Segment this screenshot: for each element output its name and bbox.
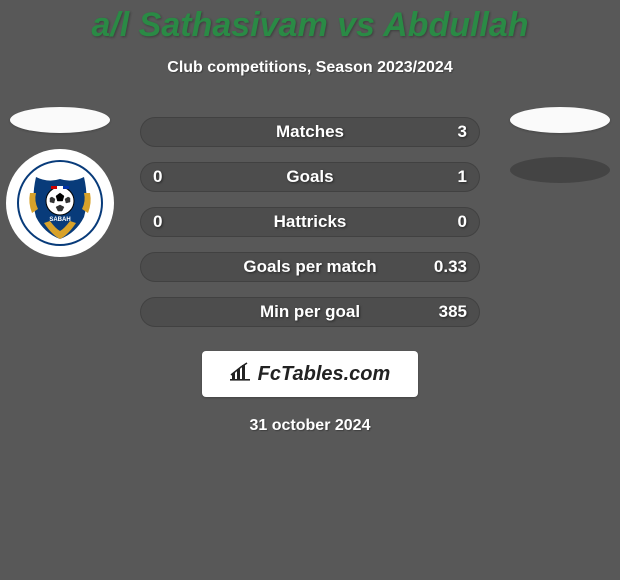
stats-area: SABAH Matches 3 0 Goals 1 0 Hattricks bbox=[0, 117, 620, 435]
stat-label: Goals bbox=[286, 167, 333, 187]
player-right-column bbox=[510, 107, 610, 183]
stat-row-goals-per-match: Goals per match 0.33 bbox=[140, 252, 480, 282]
stat-right-value: 385 bbox=[439, 302, 467, 322]
player-left-avatar-placeholder bbox=[10, 107, 110, 133]
svg-text:SABAH: SABAH bbox=[49, 217, 70, 223]
stat-label: Goals per match bbox=[243, 257, 376, 277]
stat-label: Min per goal bbox=[260, 302, 360, 322]
stat-left-value: 0 bbox=[153, 167, 162, 187]
stat-row-matches: Matches 3 bbox=[140, 117, 480, 147]
stat-label: Matches bbox=[276, 122, 344, 142]
stat-row-hattricks: 0 Hattricks 0 bbox=[140, 207, 480, 237]
comparison-card: a/l Sathasivam vs Abdullah Club competit… bbox=[0, 0, 620, 580]
brand-text: FcTables.com bbox=[258, 363, 391, 386]
stat-right-value: 1 bbox=[458, 167, 467, 187]
chart-icon bbox=[230, 361, 252, 387]
player-left-column: SABAH bbox=[10, 107, 110, 257]
stat-row-min-per-goal: Min per goal 385 bbox=[140, 297, 480, 327]
stat-rows: Matches 3 0 Goals 1 0 Hattricks 0 Goals … bbox=[140, 117, 480, 327]
stat-right-value: 0 bbox=[458, 212, 467, 232]
stat-right-value: 3 bbox=[458, 122, 467, 142]
stat-row-goals: 0 Goals 1 bbox=[140, 162, 480, 192]
player-right-club-placeholder bbox=[510, 157, 610, 183]
subtitle: Club competitions, Season 2023/2024 bbox=[0, 59, 620, 77]
page-title: a/l Sathasivam vs Abdullah bbox=[0, 0, 620, 45]
date-text: 31 october 2024 bbox=[0, 417, 620, 435]
brand-logo-box[interactable]: FcTables.com bbox=[202, 351, 418, 397]
stat-label: Hattricks bbox=[274, 212, 347, 232]
club-crest-icon: SABAH bbox=[16, 159, 104, 247]
stat-right-value: 0.33 bbox=[434, 257, 467, 277]
stat-left-value: 0 bbox=[153, 212, 162, 232]
player-right-avatar-placeholder bbox=[510, 107, 610, 133]
player-left-club-logo: SABAH bbox=[6, 149, 114, 257]
